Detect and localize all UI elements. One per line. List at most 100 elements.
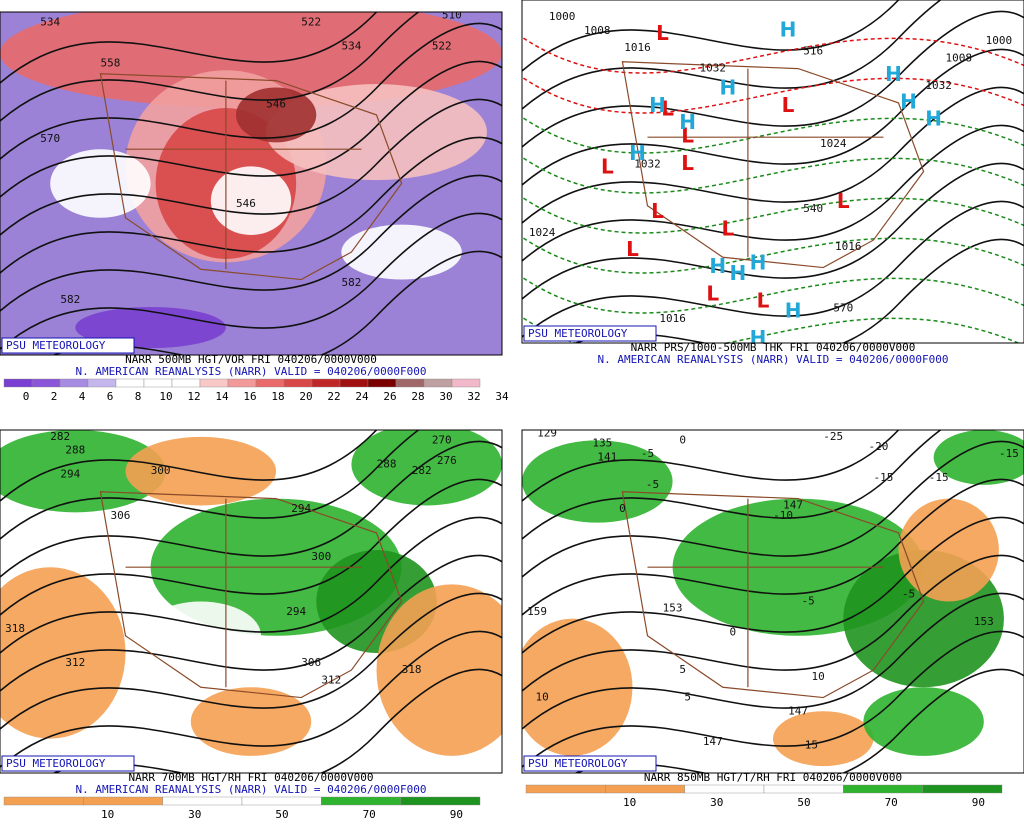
contour-label: -10: [773, 509, 793, 522]
contour: [522, 430, 900, 503]
contour-label: 0: [619, 502, 626, 515]
colorbar-segment: [162, 796, 243, 806]
title-line-1: NARR 850MB HGT/T/RH FRI 040206/0000V000: [644, 771, 902, 784]
contour-label: 1008: [584, 24, 611, 37]
contour-label: 522: [432, 39, 452, 52]
contour-label: 153: [974, 615, 994, 628]
contour-label: 294: [291, 502, 311, 515]
contour-label: -15: [874, 471, 894, 484]
contour-label: 312: [321, 673, 341, 686]
colorbar-segment: [395, 378, 425, 388]
contour-label: 159: [527, 605, 547, 618]
map-frame: [0, 429, 503, 774]
contour-label: 300: [151, 464, 171, 477]
colorbar-segment: [684, 784, 765, 794]
credit: PSU METEOROLOGY: [6, 757, 106, 770]
shaded-area: [898, 498, 999, 602]
borders: [99, 491, 403, 699]
contour-label: 294: [286, 605, 306, 618]
colorbar-segment: [283, 378, 313, 388]
colorbar-segment: [59, 378, 89, 388]
colorbar-label: 30: [188, 808, 201, 819]
pressure-center: L: [706, 281, 719, 305]
contour-label: -5: [646, 478, 659, 491]
pressure-center: L: [651, 199, 664, 223]
title-line-2: N. AMERICAN REANALYSIS (NARR) VALID = 04…: [76, 365, 427, 378]
contour: [0, 430, 421, 541]
contour: [0, 478, 502, 617]
contour-label: 147: [788, 704, 808, 717]
contour-label: 546: [236, 197, 256, 210]
colorbar-segment: [525, 784, 606, 794]
pressure-center: H: [750, 326, 767, 350]
contour-label: 582: [341, 276, 361, 289]
thickness-contour: [522, 235, 1024, 274]
contour-label: 135: [592, 437, 612, 450]
pressure-center: L: [681, 151, 694, 175]
colorbar-segment: [31, 378, 61, 388]
contour-label: -15: [999, 447, 1019, 460]
contour: [0, 12, 378, 85]
contour: [0, 630, 502, 769]
contour: [0, 516, 502, 655]
colorbar-segment: [423, 378, 453, 388]
contour-label: 1032: [925, 79, 952, 92]
contour-label: 0: [730, 625, 737, 638]
credit-box: [1, 755, 135, 772]
contour-label: 5: [684, 691, 691, 704]
colorbar-label: 18: [271, 390, 284, 403]
colorbar-label: 30: [439, 390, 452, 403]
contour-label: 516: [803, 44, 823, 57]
colorbar-segment: [255, 378, 285, 388]
contour-label: 5: [679, 663, 686, 676]
pressure-center: H: [780, 17, 797, 41]
contour-label: 1000: [549, 10, 576, 23]
contour-label: 1016: [624, 41, 651, 54]
thickness-contour: [522, 195, 1024, 234]
colorbar-segment: [367, 378, 397, 388]
contour-label: -15: [798, 739, 818, 752]
contour: [0, 554, 502, 693]
contour: [522, 478, 1024, 617]
contour-label: -5: [802, 595, 815, 608]
contour-label: -5: [902, 588, 915, 601]
pressure-center: H: [649, 93, 666, 117]
contour: [522, 440, 1024, 579]
contour: [0, 12, 421, 123]
contour: [522, 630, 1024, 769]
pressure-center: L: [782, 93, 795, 117]
colorbar-label: 2: [51, 390, 58, 403]
pressure-center: H: [925, 107, 942, 131]
contour: [0, 136, 502, 275]
contour: [522, 554, 1024, 693]
contour-label: 312: [65, 656, 85, 669]
colorbar-segment: [3, 796, 84, 806]
contour-label: 300: [311, 550, 331, 563]
pressure-center: L: [626, 237, 639, 261]
contour: [0, 592, 502, 731]
contour-label: 546: [266, 98, 286, 111]
borders: [621, 491, 925, 699]
shaded-area: [773, 711, 874, 767]
colorbar-segment: [843, 784, 923, 794]
contour-label: 1008: [945, 51, 972, 64]
pressure-center: L: [661, 96, 674, 120]
contour-label: 147: [703, 735, 723, 748]
contour: [0, 60, 502, 199]
colorbar-label: 30: [710, 796, 723, 809]
contour-label: 558: [101, 56, 121, 69]
shaded-area: [266, 84, 487, 181]
pressure-center: L: [837, 189, 850, 213]
map-frame: [521, 429, 1024, 774]
contour-label: 10: [812, 670, 825, 683]
shaded-area: [933, 430, 1024, 485]
contour-label: -20: [868, 440, 888, 453]
pressure-center: L: [681, 124, 694, 148]
contour: [522, 430, 943, 541]
colorbar-segment: [143, 378, 173, 388]
contour: [522, 124, 1024, 263]
contour-label: 540: [803, 202, 823, 215]
title-line-2: N. AMERICAN REANALYSIS (NARR) VALID = 04…: [598, 353, 949, 366]
colorbar-segment: [227, 378, 257, 388]
contour-label: 1032: [634, 158, 661, 171]
